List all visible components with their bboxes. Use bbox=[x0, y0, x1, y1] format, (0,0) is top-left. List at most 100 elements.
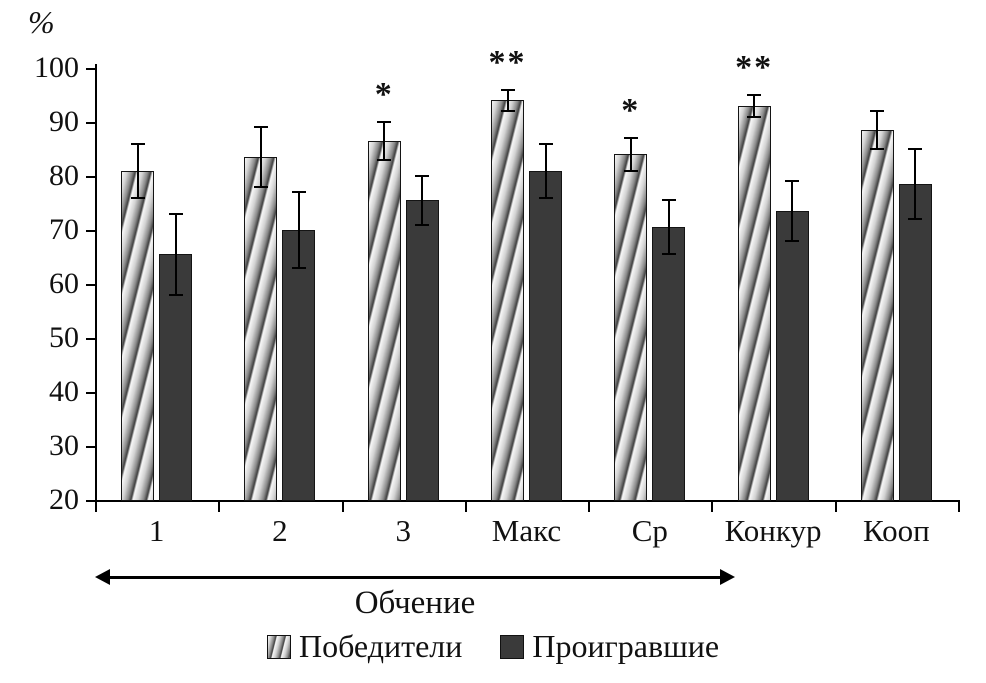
y-tick bbox=[86, 392, 95, 394]
error-bar-cap bbox=[870, 148, 885, 150]
x-tick bbox=[588, 502, 591, 512]
y-tick bbox=[86, 446, 95, 448]
x-tick bbox=[711, 502, 714, 512]
training-span-arrow bbox=[95, 569, 735, 585]
error-bar-cap bbox=[291, 191, 306, 194]
x-category-label: 1 bbox=[148, 513, 165, 548]
error-bar-cap bbox=[500, 110, 515, 113]
y-tick bbox=[86, 122, 95, 124]
error-bar-cap bbox=[538, 196, 553, 199]
legend-swatch-losers bbox=[500, 634, 525, 659]
legend-label: Проигравшие bbox=[532, 628, 720, 664]
error-bar-cap bbox=[623, 137, 638, 140]
bar-losers bbox=[898, 184, 932, 501]
axis-annotation-label: Обчение bbox=[354, 585, 476, 621]
x-category-label: 3 bbox=[395, 513, 411, 548]
x-category-label: 2 bbox=[272, 513, 288, 548]
error-bar-cap bbox=[130, 142, 145, 145]
bar-winners bbox=[121, 170, 155, 501]
error-bar-cap bbox=[661, 199, 676, 202]
x-category-label: Макс bbox=[491, 513, 562, 548]
bar-winners bbox=[860, 130, 894, 501]
error-bar-cap bbox=[253, 185, 268, 188]
error-bar-cap bbox=[908, 218, 923, 221]
error-bar-cap bbox=[168, 293, 183, 296]
error-bar-line bbox=[667, 200, 670, 255]
y-tick-label: 20 bbox=[49, 483, 79, 516]
y-tick-label: 50 bbox=[49, 321, 79, 354]
significance-marker: ** bbox=[488, 43, 527, 81]
legend-swatch-winners bbox=[266, 634, 291, 659]
error-bar-line bbox=[544, 143, 547, 198]
significance-marker: * bbox=[621, 92, 641, 130]
error-bar-cap bbox=[623, 169, 638, 172]
x-tick bbox=[341, 502, 344, 512]
x-tick bbox=[464, 502, 467, 512]
error-bar-line bbox=[297, 192, 300, 268]
legend-item-winners: Победители bbox=[266, 628, 463, 665]
error-bar-line bbox=[259, 127, 262, 187]
y-tick bbox=[86, 500, 95, 502]
error-bar-line bbox=[383, 122, 386, 160]
y-axis bbox=[95, 64, 97, 502]
error-bar-cap bbox=[538, 142, 553, 145]
x-axis bbox=[95, 500, 960, 502]
y-axis-unit-label: % bbox=[28, 4, 55, 40]
legend-label: Победители bbox=[298, 628, 463, 664]
error-bar-cap bbox=[747, 115, 762, 118]
x-category-label: Кооп bbox=[862, 513, 930, 548]
error-bar-line bbox=[136, 143, 139, 198]
error-bar-line bbox=[421, 176, 424, 225]
error-bar-cap bbox=[130, 196, 145, 199]
significance-marker: * bbox=[374, 76, 394, 113]
bar-losers bbox=[652, 227, 686, 501]
y-tick-label: 70 bbox=[49, 213, 79, 246]
arrow-left-head-icon bbox=[95, 569, 110, 585]
x-tick bbox=[958, 502, 960, 512]
error-bar-cap bbox=[747, 94, 762, 96]
chart-legend: Победители Проигравшие bbox=[0, 628, 986, 665]
error-bar-line bbox=[876, 111, 879, 149]
y-tick-label: 40 bbox=[49, 375, 79, 408]
significance-marker: ** bbox=[735, 49, 774, 86]
y-tick-label: 30 bbox=[49, 429, 79, 462]
arrow-right-head-icon bbox=[720, 569, 735, 585]
bar-winners bbox=[491, 100, 524, 501]
error-bar-cap bbox=[870, 110, 885, 113]
bar-losers bbox=[405, 200, 439, 501]
error-bar-cap bbox=[785, 239, 800, 242]
error-bar-line bbox=[753, 95, 756, 117]
error-bar-cap bbox=[908, 148, 923, 150]
bar-winners bbox=[614, 154, 648, 501]
bar-winners bbox=[737, 105, 771, 501]
x-category-label: Ср bbox=[631, 513, 668, 548]
y-tick-label: 100 bbox=[34, 51, 79, 84]
error-bar-line bbox=[629, 138, 632, 171]
bar-losers bbox=[282, 230, 316, 501]
y-tick bbox=[86, 176, 95, 178]
arrow-line bbox=[110, 575, 720, 579]
error-bar-cap bbox=[500, 88, 515, 91]
error-bar-cap bbox=[415, 223, 430, 226]
error-bar-cap bbox=[253, 126, 268, 129]
x-tick bbox=[95, 502, 97, 512]
legend-item-losers: Проигравшие bbox=[500, 628, 719, 665]
error-bar-cap bbox=[785, 180, 800, 183]
error-bar-cap bbox=[661, 253, 676, 256]
bar-losers bbox=[529, 170, 562, 501]
error-bar-cap bbox=[415, 175, 430, 177]
y-tick-label: 80 bbox=[49, 159, 79, 192]
error-bar-cap bbox=[168, 212, 183, 215]
error-bar-line bbox=[914, 149, 917, 220]
error-bar-cap bbox=[291, 266, 306, 269]
x-tick bbox=[218, 502, 221, 512]
x-tick bbox=[834, 502, 837, 512]
bar-winners bbox=[244, 157, 278, 501]
y-tick-label: 60 bbox=[49, 267, 79, 300]
error-bar-line bbox=[791, 181, 794, 241]
bar-losers bbox=[775, 211, 809, 501]
y-tick bbox=[86, 230, 95, 232]
error-bar-cap bbox=[377, 158, 392, 161]
